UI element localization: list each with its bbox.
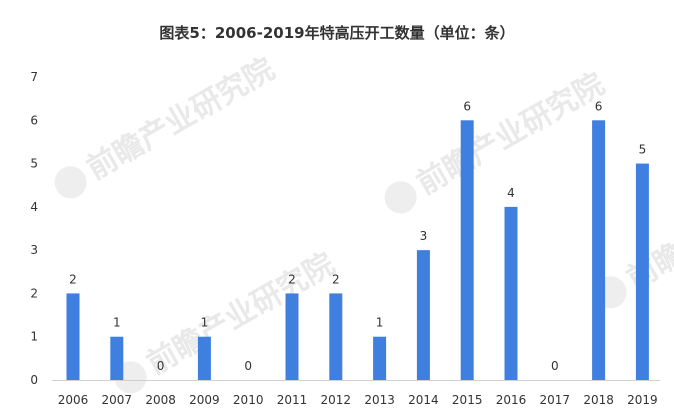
data-label: 5	[639, 143, 647, 157]
bars-group	[66, 120, 649, 381]
data-label: 6	[463, 99, 471, 113]
watermark: 前瞻产业研究院	[54, 52, 281, 199]
bar	[460, 120, 474, 381]
bar	[197, 336, 211, 380]
x-tick-label: 2019	[627, 393, 658, 407]
bar	[592, 120, 606, 381]
x-tick-label: 2011	[277, 393, 308, 407]
watermark-logo-icon	[54, 166, 87, 199]
x-tick-label: 2007	[102, 393, 133, 407]
x-tick-label: 2009	[189, 393, 220, 407]
y-axis-ticks: 0 1 2 3 4 5 6 7	[30, 70, 38, 387]
watermark-text: 前瞻产业研究院	[141, 247, 340, 382]
data-label: 2	[332, 272, 340, 286]
y-tick-label: 5	[30, 157, 38, 171]
data-labels-group: 2 1 0 1 0 2 2 1 3 6 4 0 6 5	[69, 99, 646, 373]
y-tick-label: 0	[30, 373, 38, 387]
watermark-layer: 前瞻产业研究院前瞻产业研究院前瞻产业研究院前瞻产业研究院	[54, 52, 674, 394]
watermark-logo-icon	[384, 181, 417, 214]
data-label: 2	[69, 272, 77, 286]
watermark: 前瞻产业研究院	[384, 67, 611, 214]
data-label: 0	[551, 359, 559, 373]
watermark: 前瞻产业研究院	[114, 247, 341, 394]
x-axis-ticks: 2006 2007 2008 2009 2010 2011 2012 2013 2014 2015…	[58, 393, 658, 407]
y-tick-label: 4	[30, 200, 38, 214]
watermark-text: 前瞻产业研究院	[411, 67, 610, 202]
x-tick-label: 2008	[145, 393, 176, 407]
bar	[66, 293, 80, 380]
x-tick-label: 2014	[408, 393, 439, 407]
data-label: 1	[113, 316, 121, 330]
y-tick-label: 6	[30, 113, 38, 127]
x-tick-label: 2012	[321, 393, 352, 407]
bar	[373, 336, 387, 380]
data-label: 6	[595, 99, 603, 113]
data-label: 0	[244, 359, 252, 373]
x-tick-label: 2013	[364, 393, 395, 407]
x-tick-label: 2017	[540, 393, 571, 407]
y-tick-label: 3	[30, 243, 38, 257]
x-tick-label: 2016	[496, 393, 527, 407]
data-label: 4	[507, 186, 515, 200]
data-label: 1	[376, 316, 384, 330]
data-label: 1	[201, 316, 209, 330]
x-tick-label: 2006	[58, 393, 89, 407]
chart-title: 图表5：2006-2019年特高压开工数量（单位：条）	[159, 24, 515, 42]
bar	[329, 293, 343, 380]
data-label: 2	[288, 272, 296, 286]
y-tick-label: 7	[30, 70, 38, 84]
y-tick-label: 2	[30, 286, 38, 300]
watermark-text: 前瞻产业研究院	[81, 52, 280, 187]
x-tick-label: 2010	[233, 393, 264, 407]
y-tick-label: 1	[30, 330, 38, 344]
bar	[285, 293, 299, 380]
bar	[416, 250, 430, 380]
data-label: 0	[157, 359, 165, 373]
bar	[110, 336, 124, 380]
x-tick-label: 2018	[583, 393, 614, 407]
bar	[635, 163, 649, 380]
data-label: 3	[420, 229, 428, 243]
bar	[504, 206, 518, 380]
x-tick-label: 2015	[452, 393, 483, 407]
